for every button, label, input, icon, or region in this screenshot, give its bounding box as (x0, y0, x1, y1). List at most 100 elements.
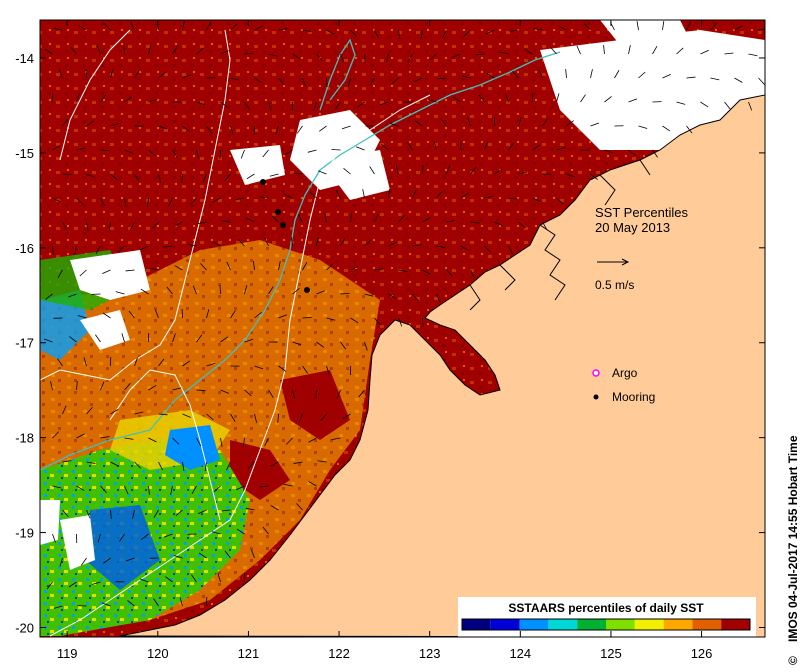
current-vector (308, 437, 317, 443)
current-vector (175, 509, 183, 517)
current-vector (686, 125, 693, 134)
current-vector (158, 358, 165, 367)
current-vector (467, 117, 471, 127)
current-vector (45, 293, 53, 300)
current-vector (196, 101, 206, 106)
current-vector (550, 47, 557, 55)
current-vector (512, 70, 519, 79)
isobath-contour-2 (319, 38, 356, 111)
current-vector (95, 245, 101, 255)
current-vector (221, 509, 231, 512)
current-vector (389, 122, 399, 127)
current-vector (398, 215, 405, 223)
map-date: 20 May 2013 (595, 220, 670, 235)
current-vector (316, 237, 319, 247)
colorbar-cell (721, 619, 750, 630)
current-vector (324, 213, 327, 223)
current-vector (52, 431, 60, 439)
colorbar-title: SSTAARS percentiles of daily SST (508, 601, 704, 615)
colorbar-tick-label: 60 (628, 636, 642, 650)
current-vector (285, 437, 293, 445)
current-vector (62, 509, 69, 518)
current-vector (302, 365, 309, 374)
current-vector (460, 193, 469, 199)
current-vector (67, 293, 77, 298)
current-vector (308, 481, 317, 487)
current-vector (139, 578, 149, 583)
current-vector (206, 413, 214, 421)
current-vector (278, 314, 288, 319)
current-vector (686, 76, 696, 79)
current-vector (148, 149, 156, 157)
current-vector (58, 69, 63, 79)
copyright-symbol: © (786, 656, 800, 665)
current-vector (238, 239, 245, 247)
current-vector (422, 317, 424, 328)
current-vector (662, 21, 665, 31)
current-vector (52, 485, 62, 489)
current-vector (475, 53, 485, 56)
current-vector (168, 197, 173, 207)
current-vector (254, 312, 262, 319)
current-vector (292, 341, 302, 346)
current-vector (758, 28, 765, 31)
x-tick-label: 122 (328, 646, 350, 661)
mooring-marker (275, 209, 281, 215)
current-vector (556, 197, 564, 205)
current-vector (652, 149, 658, 158)
current-vector (69, 336, 77, 343)
current-vector (734, 77, 743, 83)
current-vector (355, 146, 365, 151)
sst-red-patch (230, 440, 290, 500)
current-vector (724, 101, 731, 110)
current-vector (110, 461, 119, 467)
current-vector (386, 53, 389, 63)
bathymetry-contour-4 (109, 369, 221, 521)
current-vector (422, 269, 431, 275)
current-vector (532, 197, 541, 202)
current-vector (110, 173, 118, 181)
current-vector (97, 533, 101, 543)
current-vector (268, 53, 278, 57)
current-vector (470, 166, 477, 175)
bathymetry-contour-3 (59, 29, 131, 161)
current-vector (158, 461, 163, 471)
current-vector (436, 191, 443, 199)
current-vector (220, 101, 229, 108)
current-vector (284, 149, 293, 156)
current-vector (219, 149, 221, 160)
current-vector (103, 557, 111, 564)
current-vector (398, 317, 403, 327)
current-vector (580, 94, 586, 103)
current-vector (110, 509, 112, 519)
current-vector (302, 261, 308, 271)
current-vector (350, 29, 358, 37)
current-vector (224, 550, 231, 559)
current-vector (293, 173, 303, 175)
current-vector (172, 387, 182, 391)
current-vector (179, 597, 183, 607)
current-vector (124, 96, 133, 103)
current-vector (317, 170, 327, 175)
current-vector (154, 309, 159, 319)
current-vector (461, 75, 471, 79)
current-vector (316, 290, 326, 295)
current-vector (509, 29, 519, 32)
current-vector (104, 23, 111, 31)
current-vector (182, 125, 190, 132)
current-vector (44, 48, 53, 55)
current-vector (43, 338, 53, 343)
current-vector (96, 45, 101, 55)
land-mass (119, 94, 765, 637)
current-vector (391, 77, 399, 85)
current-vector (158, 71, 166, 79)
current-vector (441, 29, 447, 39)
current-vector (148, 45, 152, 55)
current-vector (62, 460, 72, 463)
x-tick-label: 123 (419, 646, 441, 661)
current-vector (251, 549, 255, 559)
y-tick-label: -17 (15, 336, 34, 351)
current-vector (277, 413, 279, 424)
current-vector (269, 173, 279, 177)
current-vector (134, 173, 140, 182)
